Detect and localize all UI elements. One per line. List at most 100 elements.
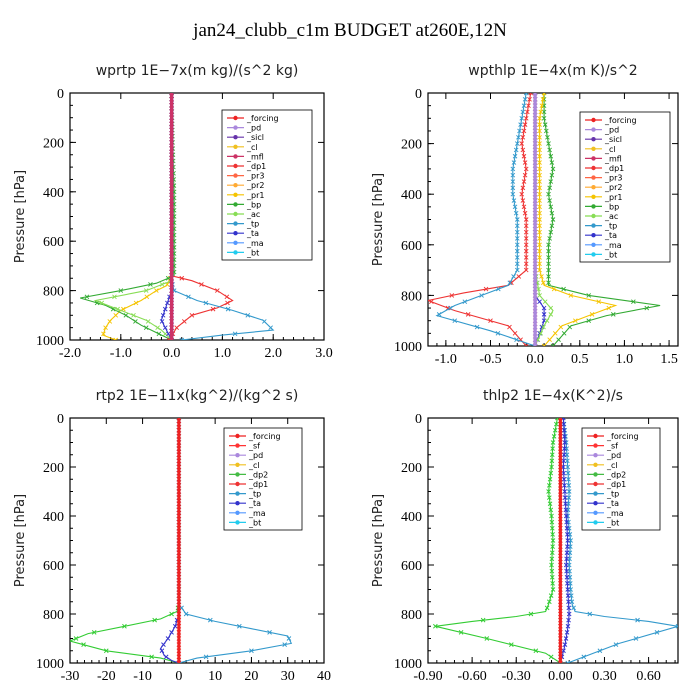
series-marker: [549, 223, 555, 229]
series-marker: [448, 305, 453, 311]
y-tick-label: 600: [401, 559, 422, 574]
series-marker: [566, 617, 571, 623]
series-marker: [558, 470, 563, 476]
series-marker: [169, 300, 174, 306]
series-line-dp1: [428, 93, 532, 346]
y-axis-label: Pressure [hPa]: [371, 494, 386, 587]
series-marker: [163, 654, 169, 660]
series-marker: [107, 319, 113, 324]
series-marker: [532, 97, 538, 102]
series-marker: [631, 299, 636, 305]
series-marker: [549, 172, 555, 178]
series-marker: [514, 242, 520, 248]
series-marker: [537, 242, 542, 248]
series-marker: [565, 538, 571, 543]
legend-entry: _bt: [604, 250, 617, 259]
series-marker: [541, 115, 547, 121]
series-marker: [537, 255, 542, 260]
series-marker: [565, 593, 571, 598]
series-marker: [249, 648, 254, 654]
series-marker: [552, 331, 558, 336]
series-marker: [176, 623, 182, 629]
series-marker: [81, 642, 86, 647]
series-marker: [522, 172, 528, 178]
series-marker: [510, 179, 516, 184]
series-marker: [514, 255, 520, 260]
x-tick-label: 2.0: [264, 346, 282, 361]
series-marker: [532, 160, 538, 165]
x-tick-label: 0.5: [571, 352, 589, 367]
series-marker: [532, 128, 538, 134]
series-marker: [537, 223, 542, 229]
series-marker: [540, 97, 546, 102]
series-marker: [520, 134, 526, 140]
x-tick-label: -20: [97, 669, 116, 684]
series-marker: [169, 146, 174, 151]
series-marker: [536, 286, 541, 292]
series-marker: [564, 630, 570, 635]
series-marker: [565, 470, 571, 476]
series-marker: [562, 440, 568, 445]
series-line-ta: [160, 418, 180, 663]
series-marker: [548, 470, 554, 476]
series-marker: [176, 593, 182, 598]
legend-marker: [591, 194, 596, 199]
series-marker: [532, 166, 538, 172]
x-tick-label: -0.30: [502, 669, 531, 684]
series-marker: [566, 495, 572, 500]
legend-marker: [593, 501, 598, 506]
panel-title: wprtp 1E−7x(m kg)/(s^2 kg): [96, 63, 299, 79]
series-marker: [176, 617, 182, 623]
series-marker: [527, 97, 532, 102]
chart-panel-1: wprtp 1E−7x(m kg)/(s^2 kg) Pressure [hPa]…: [13, 63, 333, 361]
legend-marker: [593, 491, 598, 496]
series-marker: [549, 210, 555, 216]
series-marker: [565, 544, 570, 549]
series-marker: [558, 623, 563, 629]
series-marker: [532, 204, 538, 210]
series-marker: [526, 103, 531, 108]
series-marker: [237, 623, 242, 629]
x-tick-label: 0: [175, 669, 182, 684]
series-marker: [176, 550, 182, 556]
series-marker: [537, 128, 542, 134]
series-marker: [537, 204, 542, 210]
series-marker: [547, 147, 552, 153]
series-marker: [547, 501, 553, 507]
series-marker: [207, 617, 213, 623]
series-marker: [176, 532, 182, 537]
series-marker: [155, 325, 160, 330]
legend-entry: _cl: [604, 145, 616, 154]
series-marker: [169, 312, 174, 318]
series-marker: [169, 115, 174, 121]
series-marker: [550, 532, 555, 537]
series-marker: [510, 172, 516, 178]
legend-entry: _pr3: [604, 174, 622, 183]
series-marker: [176, 556, 182, 562]
legend-entry: _cl: [606, 461, 618, 470]
series-marker: [514, 337, 519, 342]
series-marker: [558, 458, 563, 464]
series-marker: [84, 294, 90, 300]
series-marker: [546, 255, 551, 260]
series-marker: [539, 274, 544, 279]
legend-marker: [233, 163, 238, 169]
series-marker: [558, 599, 563, 605]
series-marker: [532, 93, 538, 96]
series-marker: [160, 312, 166, 318]
series-marker: [523, 93, 529, 96]
series-marker: [558, 630, 563, 635]
figure-title: jan24_clubb_c1m BUDGET at260E,12N: [193, 20, 507, 41]
series-marker: [488, 318, 493, 324]
series-marker: [511, 198, 517, 203]
series-marker: [149, 654, 154, 660]
series-marker: [549, 550, 555, 556]
legend-marker: [235, 433, 240, 439]
series-marker: [537, 141, 542, 146]
series-marker: [518, 122, 523, 127]
series-marker: [176, 434, 182, 439]
series-marker: [550, 544, 555, 549]
series-marker: [225, 306, 231, 312]
series-marker: [103, 325, 108, 330]
legend-marker: [233, 144, 238, 149]
